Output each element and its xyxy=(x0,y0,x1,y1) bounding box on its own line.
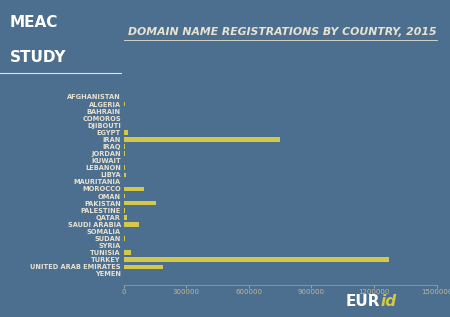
Text: id: id xyxy=(380,294,396,309)
Bar xyxy=(124,102,126,106)
Text: STUDY: STUDY xyxy=(10,49,66,65)
Bar xyxy=(124,222,140,227)
Bar xyxy=(124,257,388,262)
Bar xyxy=(124,236,125,241)
Bar xyxy=(124,265,163,269)
Bar xyxy=(124,250,131,255)
Text: MEAC: MEAC xyxy=(10,15,58,30)
Bar xyxy=(124,137,280,142)
Bar xyxy=(124,194,125,198)
Bar xyxy=(124,144,125,149)
Bar xyxy=(124,130,127,135)
Bar xyxy=(124,272,125,276)
Bar xyxy=(124,201,156,205)
Bar xyxy=(124,165,125,170)
Bar xyxy=(124,172,126,177)
Text: EUR: EUR xyxy=(346,294,380,309)
Bar xyxy=(124,187,144,191)
Bar xyxy=(124,208,126,212)
Text: DOMAIN NAME REGISTRATIONS BY COUNTRY, 2015: DOMAIN NAME REGISTRATIONS BY COUNTRY, 20… xyxy=(128,27,436,37)
Bar xyxy=(124,151,126,156)
Bar xyxy=(124,215,126,220)
